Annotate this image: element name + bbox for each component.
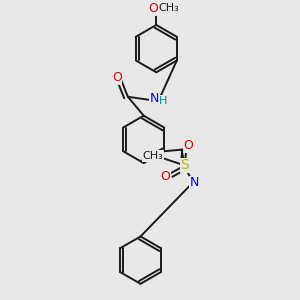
Text: O: O	[184, 139, 194, 152]
Text: O: O	[160, 170, 170, 183]
Text: N: N	[150, 92, 159, 105]
Text: O: O	[112, 71, 122, 84]
Text: CH₃: CH₃	[159, 3, 179, 14]
Text: S: S	[180, 158, 189, 172]
Text: O: O	[148, 2, 158, 15]
Text: CH₃: CH₃	[143, 151, 164, 161]
Text: H: H	[159, 96, 168, 106]
Text: N: N	[190, 176, 199, 189]
